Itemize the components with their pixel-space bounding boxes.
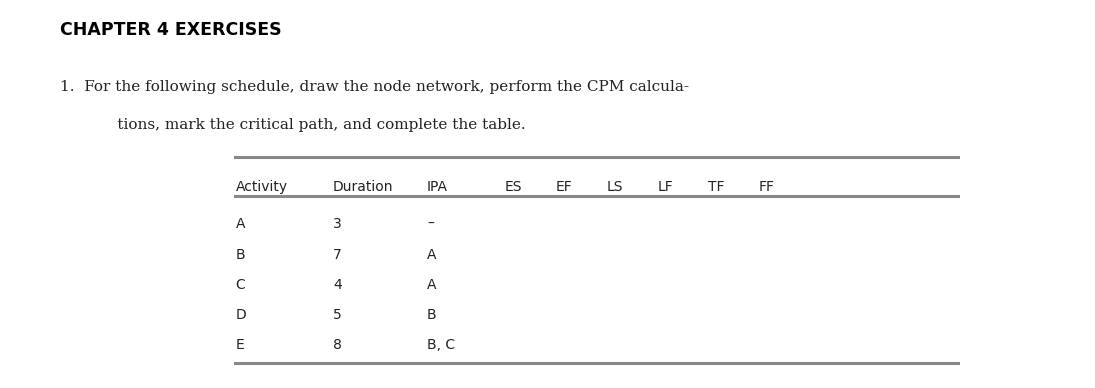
- Text: 4: 4: [333, 278, 342, 292]
- Text: C: C: [235, 278, 245, 292]
- Text: B: B: [427, 308, 437, 322]
- Text: A: A: [427, 248, 437, 262]
- Text: B, C: B, C: [427, 338, 456, 352]
- Text: B: B: [235, 248, 245, 262]
- Text: 1.  For the following schedule, draw the node network, perform the CPM calcula-: 1. For the following schedule, draw the …: [60, 80, 689, 94]
- Text: LF: LF: [658, 180, 673, 194]
- Text: CHAPTER 4 EXERCISES: CHAPTER 4 EXERCISES: [60, 21, 281, 39]
- Text: TF: TF: [707, 180, 724, 194]
- Text: E: E: [235, 338, 244, 352]
- Text: A: A: [427, 278, 437, 292]
- Text: Duration: Duration: [333, 180, 393, 194]
- Text: tions, mark the critical path, and complete the table.: tions, mark the critical path, and compl…: [93, 118, 526, 132]
- Text: LS: LS: [607, 180, 623, 194]
- Text: ES: ES: [505, 180, 522, 194]
- Text: FF: FF: [759, 180, 774, 194]
- Text: D: D: [235, 308, 246, 322]
- Text: –: –: [427, 217, 434, 231]
- Text: 7: 7: [333, 248, 342, 262]
- Text: Activity: Activity: [235, 180, 288, 194]
- Text: 8: 8: [333, 338, 342, 352]
- Text: IPA: IPA: [427, 180, 448, 194]
- Text: EF: EF: [556, 180, 573, 194]
- Text: 3: 3: [333, 217, 342, 231]
- Text: 5: 5: [333, 308, 342, 322]
- Text: A: A: [235, 217, 245, 231]
